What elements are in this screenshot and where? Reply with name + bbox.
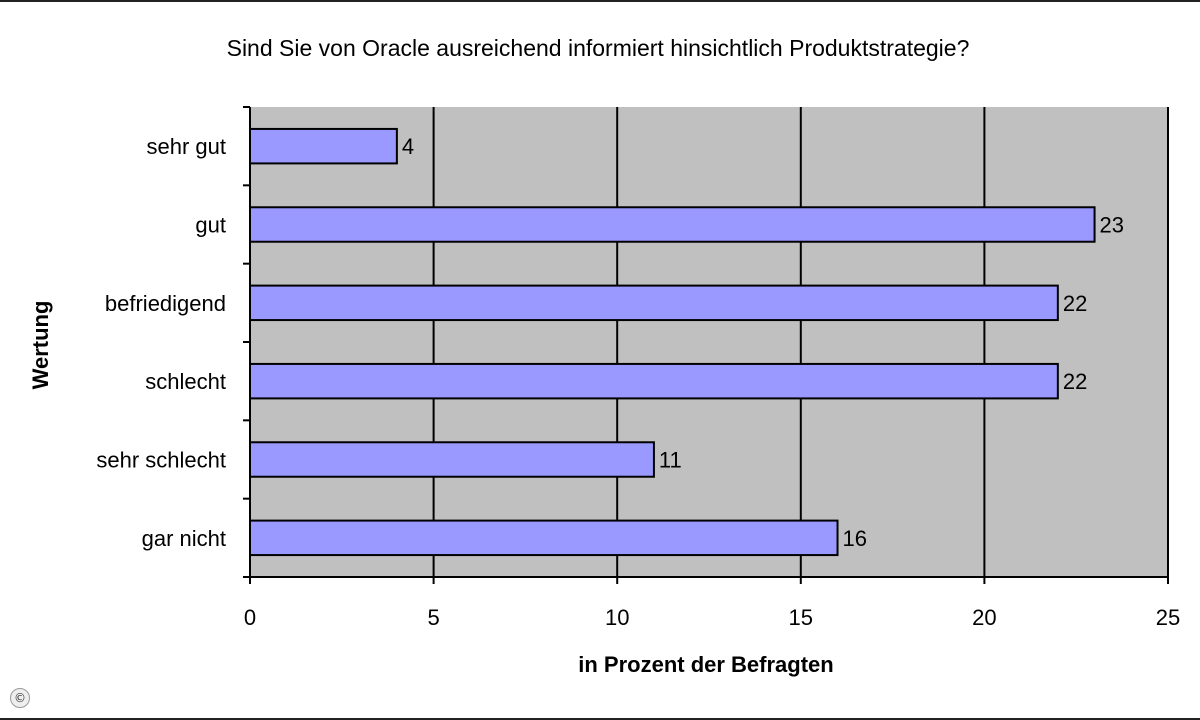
bar	[249, 441, 655, 478]
x-tick-label: 10	[605, 605, 629, 630]
bar	[249, 284, 1059, 322]
x-axis-title: in Prozent der Befragten	[578, 652, 833, 677]
bars	[249, 127, 1096, 557]
bar	[249, 206, 1096, 243]
copyright-icon: ©	[10, 688, 30, 708]
category-label: befriedigend	[105, 291, 226, 316]
x-tick-label: 15	[789, 605, 813, 630]
chart-title: Sind Sie von Oracle ausreichend informie…	[227, 35, 970, 61]
x-tick-label: 5	[427, 605, 439, 630]
data-labels: 4 23 22 22 11 16	[402, 134, 1124, 551]
bar	[249, 362, 1059, 400]
data-label: 22	[1063, 369, 1087, 394]
data-label: 22	[1063, 291, 1087, 316]
plot-area	[250, 107, 1168, 577]
gridlines	[432, 107, 1169, 577]
category-labels: sehr gut gut befriedigend schlecht sehr schl…	[96, 134, 226, 551]
category-label: gut	[195, 213, 226, 238]
x-tick-label: 0	[244, 605, 256, 630]
x-tick-label: 25	[1156, 605, 1180, 630]
category-label: schlecht	[145, 369, 226, 394]
data-label: 11	[659, 448, 682, 473]
x-tick-label: 20	[972, 605, 996, 630]
category-label: sehr gut	[147, 134, 227, 159]
axes	[243, 106, 1169, 584]
data-label: 4	[402, 134, 414, 159]
category-label: sehr schlecht	[96, 448, 226, 473]
y-axis-title: Wertung	[28, 301, 53, 390]
category-label: gar nicht	[142, 526, 226, 551]
x-tick-labels: 0 5 10 15 20 25	[244, 605, 1180, 630]
data-label: 16	[843, 526, 867, 551]
data-label: 23	[1100, 213, 1124, 238]
bar	[249, 519, 839, 557]
bar	[249, 127, 398, 165]
